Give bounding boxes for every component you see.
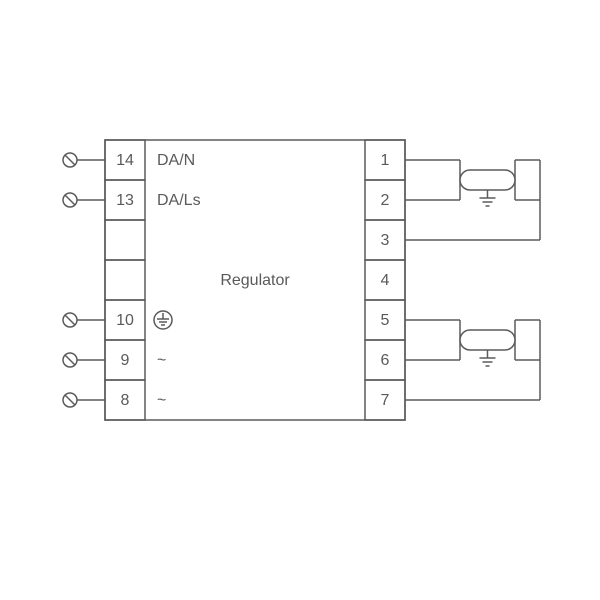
left-terminal-label: ~ xyxy=(157,352,166,369)
right-terminal-number: 4 xyxy=(381,272,390,289)
left-terminal-label: ~ xyxy=(157,392,166,409)
right-terminal-number: 2 xyxy=(381,192,390,209)
right-terminal-number: 7 xyxy=(381,392,390,409)
right-terminal-number: 3 xyxy=(381,232,390,249)
left-terminal-label: DA/Ls xyxy=(157,192,201,209)
right-terminal-number: 1 xyxy=(381,152,390,169)
right-terminal-number: 5 xyxy=(381,312,390,329)
regulator-title: Regulator xyxy=(220,272,290,289)
left-terminal-number: 10 xyxy=(116,312,134,329)
left-terminal-number: 14 xyxy=(116,152,134,169)
left-terminal-number: 8 xyxy=(121,392,130,409)
lamp-icon xyxy=(460,330,515,350)
lamp-icon xyxy=(460,170,515,190)
right-terminal-number: 6 xyxy=(381,352,390,369)
left-terminal-label: DA/N xyxy=(157,152,195,169)
left-terminal-number: 13 xyxy=(116,192,134,209)
left-terminal-number: 9 xyxy=(121,352,130,369)
left-terminal-cell xyxy=(105,220,145,260)
left-terminal-cell xyxy=(105,260,145,300)
